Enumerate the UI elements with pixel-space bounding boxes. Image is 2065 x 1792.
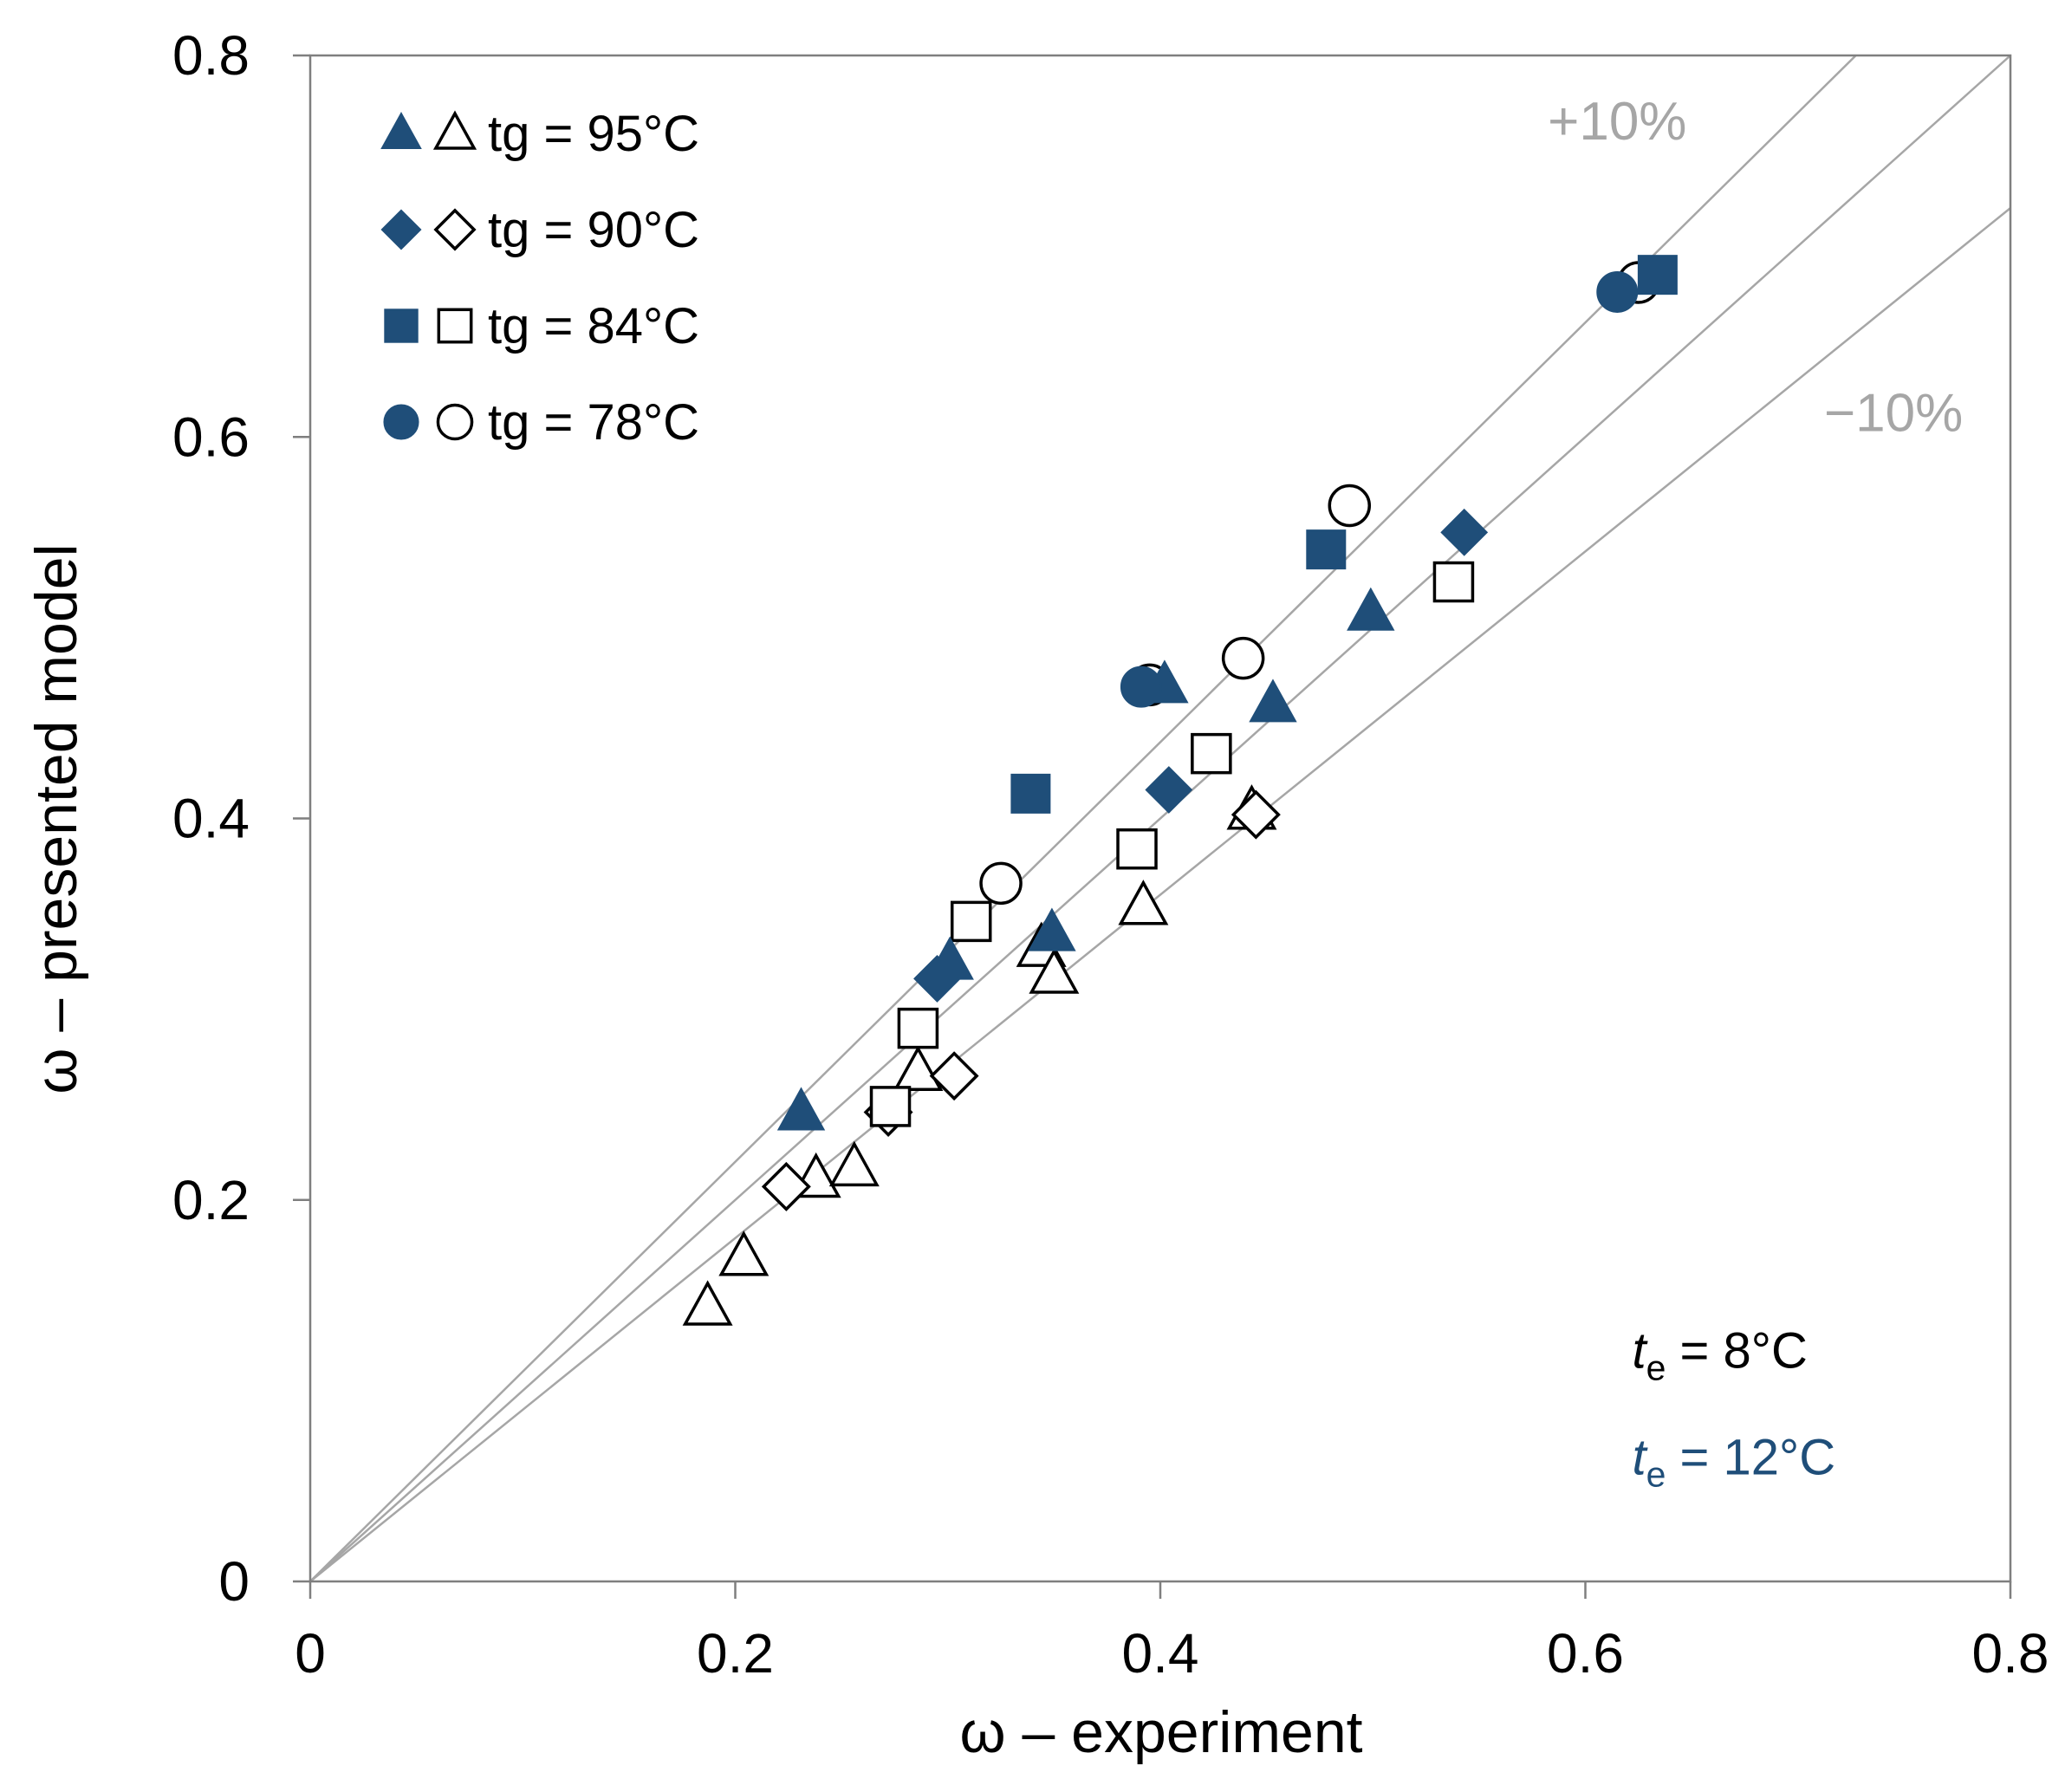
annotation-text: te = 8°C: [1632, 1322, 1807, 1387]
marker-triangle-open: [682, 1280, 733, 1326]
marker-diamond-open: [1231, 789, 1281, 840]
marker-square-open: [1191, 732, 1232, 775]
reference-line: [309, 55, 1857, 1582]
marker-diamond-open: [929, 1051, 979, 1101]
marker-triangle-open: [893, 1045, 944, 1092]
marker-circle-filled: [1120, 666, 1162, 708]
legend-label: tg = 84°C: [488, 298, 699, 354]
y-tick-label: 0.4: [172, 788, 250, 850]
x-tick-label: 0.4: [1122, 1622, 1199, 1685]
marker-circle-open: [436, 403, 474, 441]
marker-square-open: [950, 900, 992, 943]
marker-triangle-open: [828, 1140, 880, 1187]
x-tick-label: 0: [295, 1622, 326, 1685]
marker-circle-open: [1328, 484, 1372, 528]
marker-circle-filled: [1596, 270, 1639, 313]
x-tick-label: 0.6: [1547, 1622, 1624, 1685]
marker-triangle-filled: [1347, 587, 1395, 631]
marker-circle-open: [1221, 636, 1265, 680]
x-axis-title: ω – experiment: [959, 1699, 1362, 1765]
marker-circle-filled: [383, 404, 419, 440]
plot-layer: 00 0.2 0.2 0.4 0.4 0.6 0.6 0.8 0.8 tg = 95°C tg = …: [172, 24, 2049, 1685]
marker-diamond-filled: [913, 954, 961, 1003]
x-tick-label: 0.8: [1972, 1622, 2049, 1685]
annotation-text: +10%: [1548, 92, 1686, 152]
marker-square-open: [437, 308, 473, 344]
marker-triangle-filled: [1028, 907, 1076, 951]
marker-square-open: [869, 1086, 912, 1127]
reference-line: [309, 207, 2011, 1582]
marker-triangle-filled: [380, 111, 422, 149]
y-tick-label: 0.8: [172, 24, 250, 87]
annotation-text: −10%: [1824, 384, 1963, 444]
marker-triangle-open: [1118, 880, 1169, 925]
marker-triangle-filled: [1249, 678, 1297, 723]
marker-square-filled: [384, 308, 419, 343]
legend-label: tg = 90°C: [488, 202, 699, 258]
marker-triangle-open: [1029, 948, 1080, 994]
marker-square-filled: [1306, 529, 1347, 570]
marker-diamond-open: [433, 208, 477, 251]
y-tick-label: 0.6: [172, 406, 250, 468]
marker-diamond-filled: [380, 209, 422, 250]
reference-line: [309, 55, 2011, 1582]
marker-square-open: [1116, 828, 1158, 870]
marker-triangle-open: [718, 1230, 770, 1276]
legend-label: tg = 78°C: [488, 394, 699, 451]
x-tick-label: 0.2: [697, 1622, 774, 1685]
marker-square-filled: [1637, 255, 1678, 295]
marker-square-open: [897, 1007, 939, 1049]
marker-diamond-filled: [1145, 766, 1193, 814]
marker-triangle-filled: [776, 1087, 826, 1131]
marker-square-filled: [1010, 773, 1051, 814]
y-tick-label: 0.2: [172, 1169, 250, 1231]
legend-label: tg = 95°C: [488, 106, 699, 162]
marker-diamond-filled: [1440, 508, 1489, 556]
annotation-text: te = 12°C: [1632, 1430, 1835, 1495]
y-axis-title: ω – presented model: [23, 543, 89, 1094]
marker-square-open: [1432, 561, 1475, 603]
marker-diamond-open: [761, 1161, 811, 1211]
y-tick-label: 0: [218, 1550, 250, 1613]
marker-triangle-open: [432, 110, 477, 150]
marker-circle-open: [979, 861, 1023, 906]
